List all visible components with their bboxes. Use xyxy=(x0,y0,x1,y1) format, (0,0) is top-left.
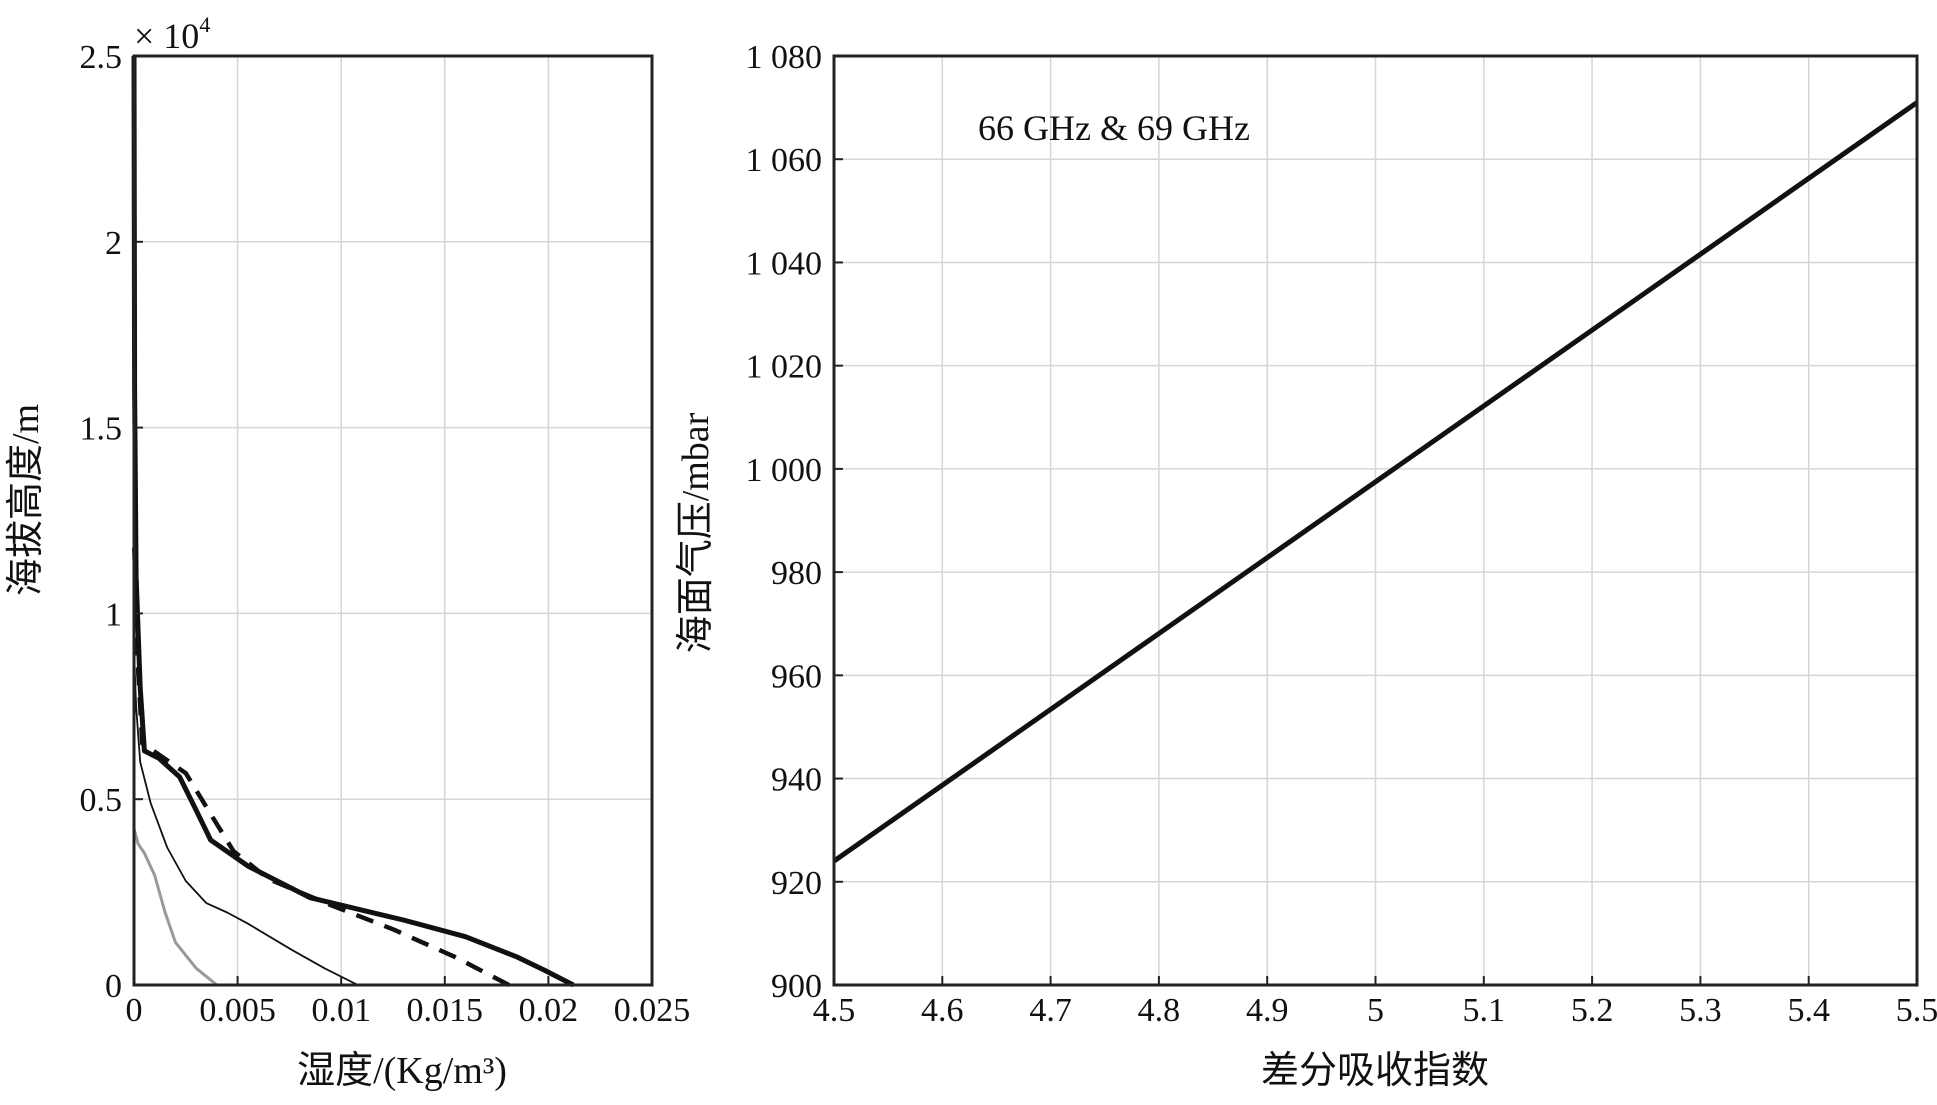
y-tick-label: 1.5 xyxy=(80,411,123,448)
frequency-annotation: 66 GHz & 69 GHz xyxy=(978,108,1250,148)
l-series-line-thick-dashed xyxy=(131,539,511,987)
x-tick-label: 0.01 xyxy=(311,992,371,1029)
left-y-multiplier: × 104 xyxy=(134,12,210,56)
x-tick-label: 0.005 xyxy=(199,992,276,1029)
x-tick-label: 5.4 xyxy=(1787,992,1830,1029)
x-tick-label: 4.8 xyxy=(1138,992,1181,1029)
left-y-axis-label: 海拔高度/m xyxy=(5,404,47,596)
x-tick-label: 4.7 xyxy=(1029,992,1072,1029)
y-tick-label: 0 xyxy=(105,968,122,1005)
x-tick-label: 4.5 xyxy=(813,992,856,1029)
x-tick-label: 0.025 xyxy=(614,992,691,1029)
x-tick-label: 5 xyxy=(1367,992,1384,1029)
r-series-line-thick-solid xyxy=(832,100,1919,864)
y-tick-label: 920 xyxy=(771,865,822,902)
x-tick-label: 0.015 xyxy=(407,992,484,1029)
y-tick-label: 1 080 xyxy=(746,39,823,76)
x-tick-label: 4.6 xyxy=(921,992,964,1029)
left-y-multiplier-base: × 10 xyxy=(134,16,199,56)
left-x-tick-labels: 0 0.005 0.01 0.015 0.02 0.025 xyxy=(126,976,691,1029)
left-plot-frame xyxy=(132,54,654,987)
right-x-tick-labels: 4.5 4.6 4.7 4.8 4.9 5 5.1 5.2 5.3 5.4 5.5 xyxy=(813,976,1937,1029)
x-tick-label: 5.3 xyxy=(1679,992,1722,1029)
y-tick-label: 2.5 xyxy=(80,39,123,76)
y-tick-label: 960 xyxy=(771,658,822,695)
humidity-profile-chart: 0 0.5 1 1.5 2 2.5 0 0.005 0.01 0.015 0.02 0.025 × … xyxy=(5,12,690,1092)
right-y-axis-label: 海面气压/mbar xyxy=(675,412,717,653)
y-tick-label: 1 000 xyxy=(746,452,823,489)
left-y-multiplier-exponent: 4 xyxy=(199,12,210,37)
pressure-vs-index-chart: 900 920 940 960 980 1 000 1 020 1 040 1 060 1 080… xyxy=(675,39,1937,1092)
right-grid xyxy=(833,55,1918,986)
left-y-tick-labels: 0 0.5 1 1.5 2 2.5 xyxy=(80,39,143,1005)
l-series-line-thin-solid xyxy=(133,650,359,986)
right-x-axis-label: 差分吸收指数 xyxy=(1261,1050,1489,1092)
x-tick-label: 0.02 xyxy=(519,992,579,1029)
left-grid xyxy=(133,55,653,986)
x-tick-label: 5.5 xyxy=(1896,992,1937,1029)
y-tick-label: 940 xyxy=(771,762,822,799)
x-tick-label: 5.2 xyxy=(1571,992,1614,1029)
right-series xyxy=(832,100,1919,864)
l-series-line-thick-solid xyxy=(131,55,575,988)
y-tick-label: 1 020 xyxy=(746,349,823,386)
y-tick-label: 980 xyxy=(771,555,822,592)
y-tick-label: 900 xyxy=(771,968,822,1005)
l-series-line-thin-gray xyxy=(132,828,218,987)
left-series xyxy=(131,55,575,988)
x-tick-label: 0 xyxy=(126,992,143,1029)
x-tick-label: 4.9 xyxy=(1246,992,1289,1029)
y-tick-label: 1 xyxy=(105,596,122,633)
right-y-tick-labels: 900 920 940 960 980 1 000 1 020 1 040 1 060 1 080 xyxy=(746,39,843,1005)
y-tick-label: 1 040 xyxy=(746,245,823,282)
y-tick-label: 2 xyxy=(105,225,122,262)
y-tick-label: 0.5 xyxy=(80,782,123,819)
left-x-axis-label: 湿度/(Kg/m³) xyxy=(297,1050,507,1092)
y-tick-label: 1 060 xyxy=(746,142,823,179)
x-tick-label: 5.1 xyxy=(1463,992,1506,1029)
